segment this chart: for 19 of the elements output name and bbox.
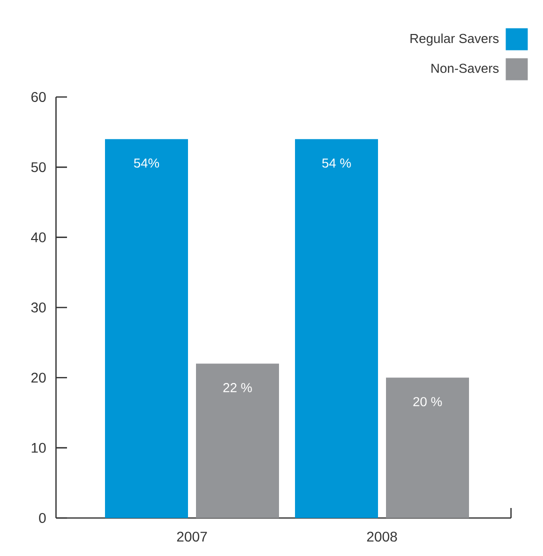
y-tick-label: 0 bbox=[39, 513, 46, 523]
bar bbox=[295, 139, 378, 518]
data-label: 22 % bbox=[223, 383, 252, 392]
bar bbox=[386, 378, 470, 518]
x-tick-label: 2007 bbox=[177, 532, 207, 542]
y-tick-label: 30 bbox=[31, 302, 46, 312]
bar bbox=[196, 364, 280, 518]
bar bbox=[105, 139, 188, 518]
legend-label: Regular Savers bbox=[410, 34, 499, 46]
y-tick-label: 20 bbox=[31, 372, 46, 383]
legend-label: Non-Savers bbox=[432, 64, 499, 73]
data-label: 20 % bbox=[413, 397, 442, 406]
y-tick-label: 60 bbox=[31, 92, 46, 102]
data-label: 54% bbox=[134, 158, 160, 168]
y-tick-label: 40 bbox=[31, 232, 46, 242]
data-label: 54 % bbox=[322, 158, 351, 168]
y-tick-label: 50 bbox=[31, 162, 46, 172]
y-tick-label: 10 bbox=[32, 442, 46, 453]
x-tick-label: 2008 bbox=[367, 532, 397, 542]
